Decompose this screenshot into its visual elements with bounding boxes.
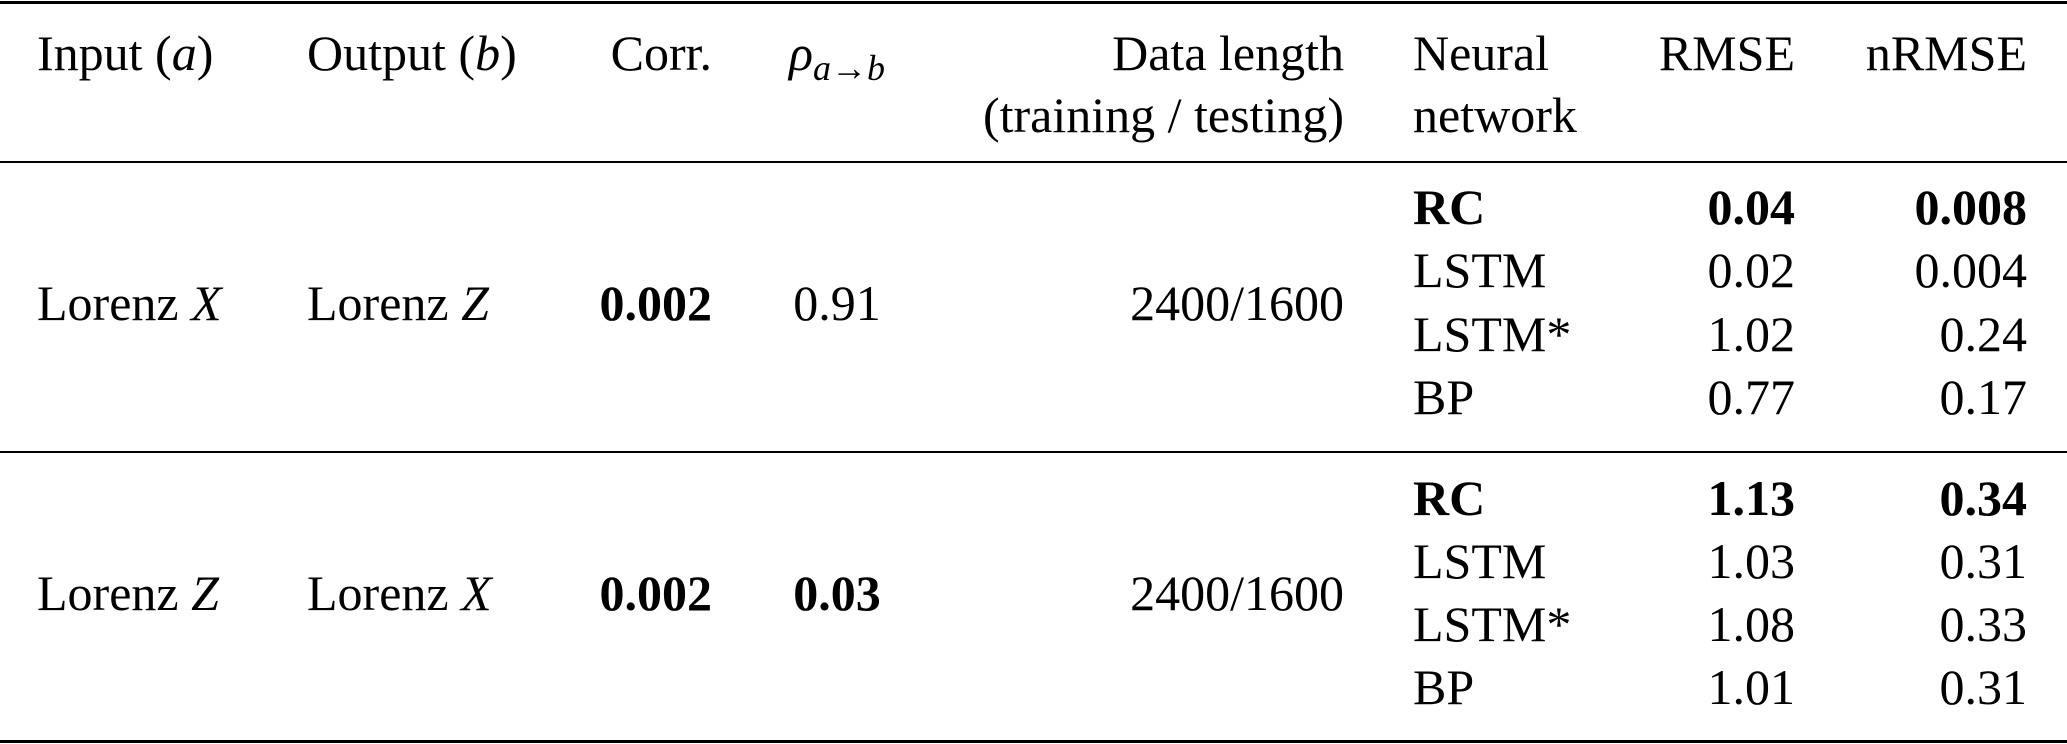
- cell-nrmse: 0.24: [1939, 306, 2028, 362]
- header-network-sub: network: [1413, 87, 1577, 143]
- cell-data-length: 2400/1600: [1130, 275, 1344, 331]
- cell-rmse: 1.13: [1707, 470, 1796, 526]
- header-data-length-sub: (training / testing): [982, 87, 1344, 143]
- input-label: Lorenz: [37, 275, 192, 331]
- top-rule: [0, 1, 2067, 4]
- cell-rmse: 1.03: [1707, 533, 1796, 589]
- header-nrmse: nRMSE: [1865, 25, 2027, 81]
- cell-nrmse: 0.33: [1939, 596, 2028, 652]
- cell-rmse: 1.08: [1707, 596, 1796, 652]
- cell-nrmse: 0.004: [1914, 242, 2028, 298]
- output-label: Lorenz: [307, 565, 462, 621]
- cell-network: BP: [1413, 369, 1475, 425]
- input-variable: X: [191, 275, 222, 331]
- input-label: Lorenz: [37, 565, 192, 621]
- group-rule: [0, 451, 2067, 453]
- cell-corr: 0.002: [599, 275, 713, 331]
- cell-network: RC: [1413, 470, 1486, 526]
- cell-network: BP: [1413, 659, 1475, 715]
- cell-nrmse: 0.34: [1939, 470, 2028, 526]
- output-label: Lorenz: [307, 275, 462, 331]
- output-variable: X: [461, 565, 492, 621]
- cell-network: LSTM: [1413, 242, 1547, 298]
- cell-input: Lorenz Z: [37, 563, 219, 623]
- header-rmse: RMSE: [1658, 25, 1795, 81]
- cell-rho: 0.03: [793, 565, 881, 621]
- header-data-length: Data length: [1112, 25, 1344, 81]
- cell-rmse: 0.77: [1707, 369, 1796, 425]
- cell-network: RC: [1413, 179, 1486, 235]
- cell-rmse: 0.04: [1707, 179, 1796, 235]
- cell-network: LSTM*: [1413, 306, 1572, 362]
- cell-rmse: 1.02: [1707, 306, 1796, 362]
- output-variable: Z: [461, 275, 489, 331]
- header-corr: Corr.: [610, 25, 712, 81]
- input-variable: Z: [191, 565, 219, 621]
- cell-input: Lorenz X: [37, 273, 222, 333]
- cell-network: LSTM: [1413, 533, 1547, 589]
- cell-output: Lorenz Z: [307, 273, 489, 333]
- bottom-rule: [0, 740, 2067, 743]
- header-output: Output (b): [307, 25, 517, 81]
- cell-rho: 0.91: [793, 275, 881, 331]
- cell-output: Lorenz X: [307, 563, 492, 623]
- cell-nrmse: 0.17: [1939, 369, 2028, 425]
- cell-data-length: 2400/1600: [1130, 565, 1344, 621]
- cell-nrmse: 0.008: [1914, 179, 2028, 235]
- cell-corr: 0.002: [599, 565, 713, 621]
- cell-nrmse: 0.31: [1939, 659, 2028, 715]
- cell-network: LSTM*: [1413, 596, 1572, 652]
- cell-rmse: 1.01: [1707, 659, 1796, 715]
- header-input: Input (a): [37, 25, 214, 81]
- header-network: Neural: [1413, 25, 1550, 81]
- header-rho: ρa→b: [789, 25, 885, 88]
- header-rule: [0, 161, 2067, 163]
- cell-rmse: 0.02: [1707, 242, 1796, 298]
- cell-nrmse: 0.31: [1939, 533, 2028, 589]
